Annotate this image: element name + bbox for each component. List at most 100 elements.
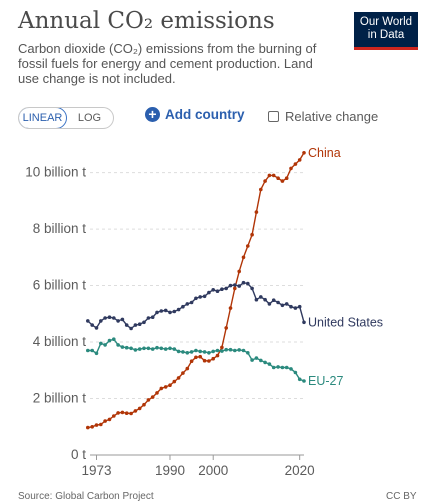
data-point bbox=[120, 345, 125, 349]
data-point bbox=[168, 310, 172, 315]
data-point bbox=[207, 351, 211, 355]
data-point bbox=[86, 425, 90, 430]
scale-toggle: LINEAR LOG bbox=[18, 107, 114, 129]
data-point bbox=[233, 286, 237, 291]
y-tick-label: 4 billion t bbox=[33, 334, 87, 349]
data-point bbox=[86, 319, 90, 323]
x-tick-label: 2000 bbox=[198, 463, 228, 478]
data-point bbox=[146, 316, 151, 320]
data-point bbox=[284, 302, 289, 306]
data-point bbox=[263, 179, 267, 183]
data-point bbox=[211, 356, 215, 361]
data-point bbox=[159, 309, 164, 313]
log-scale-button[interactable]: LOG bbox=[77, 112, 102, 124]
data-point bbox=[133, 409, 138, 413]
data-point bbox=[124, 323, 129, 327]
data-point bbox=[293, 162, 298, 166]
series-line bbox=[87, 338, 305, 382]
data-point bbox=[163, 347, 168, 351]
data-point bbox=[246, 281, 250, 286]
data-point bbox=[302, 151, 306, 155]
data-point bbox=[220, 349, 224, 353]
data-point bbox=[137, 322, 142, 327]
data-point bbox=[198, 354, 202, 359]
data-point bbox=[207, 359, 211, 363]
chart-subtitle: Carbon dioxide (CO₂) emissions from the … bbox=[18, 41, 317, 86]
data-point bbox=[185, 366, 190, 371]
data-point bbox=[137, 347, 142, 351]
data-point bbox=[86, 348, 90, 353]
data-point bbox=[181, 304, 185, 309]
data-point bbox=[194, 296, 198, 301]
data-point bbox=[124, 411, 129, 416]
data-point bbox=[155, 391, 159, 395]
linear-scale-button[interactable]: LINEAR bbox=[19, 108, 67, 128]
data-point bbox=[189, 300, 194, 305]
data-point bbox=[254, 356, 259, 360]
data-point bbox=[250, 286, 254, 291]
data-point bbox=[215, 353, 220, 358]
data-point bbox=[224, 286, 228, 291]
y-tick-label: 6 billion t bbox=[33, 278, 87, 293]
data-point bbox=[293, 306, 298, 310]
data-point bbox=[237, 269, 241, 274]
data-point bbox=[271, 173, 276, 178]
data-point bbox=[120, 317, 125, 322]
data-point bbox=[142, 402, 146, 407]
data-point bbox=[297, 304, 302, 309]
data-point bbox=[284, 365, 289, 370]
data-point bbox=[129, 411, 133, 416]
data-point bbox=[241, 255, 246, 260]
data-point bbox=[116, 343, 120, 347]
x-tick-label: 1973 bbox=[81, 463, 111, 478]
data-point bbox=[189, 350, 194, 354]
data-point bbox=[289, 304, 293, 309]
checkbox-icon[interactable] bbox=[268, 111, 279, 122]
data-point bbox=[94, 423, 99, 427]
data-point bbox=[155, 345, 159, 350]
data-point bbox=[198, 295, 202, 299]
data-point bbox=[280, 365, 285, 370]
owid-logo[interactable]: Our World in Data bbox=[354, 12, 418, 50]
data-point bbox=[94, 326, 99, 330]
data-point bbox=[185, 302, 190, 306]
data-point bbox=[259, 358, 263, 363]
data-point bbox=[271, 298, 276, 303]
data-point bbox=[233, 283, 237, 287]
data-point bbox=[90, 425, 94, 429]
data-point bbox=[112, 337, 116, 342]
data-point bbox=[202, 358, 207, 363]
data-point bbox=[172, 347, 177, 351]
data-point bbox=[176, 349, 181, 354]
data-point bbox=[107, 338, 112, 343]
data-point bbox=[159, 386, 164, 391]
relative-change-toggle[interactable]: Relative change bbox=[268, 109, 378, 124]
data-point bbox=[207, 290, 211, 295]
series-label: China bbox=[308, 146, 341, 160]
data-point bbox=[124, 345, 129, 350]
data-point bbox=[267, 302, 272, 306]
data-point bbox=[172, 309, 177, 314]
data-point bbox=[202, 294, 207, 299]
data-point bbox=[284, 176, 289, 180]
data-point bbox=[120, 410, 125, 415]
data-point bbox=[297, 158, 302, 162]
add-country-button[interactable]: + Add country bbox=[145, 107, 245, 122]
data-point bbox=[112, 414, 116, 418]
data-point bbox=[172, 379, 177, 384]
data-point bbox=[228, 283, 233, 288]
data-point bbox=[107, 417, 112, 422]
data-point bbox=[198, 349, 202, 354]
y-tick-label: 0 t bbox=[71, 447, 86, 462]
data-point bbox=[146, 398, 151, 402]
data-point bbox=[276, 300, 280, 305]
data-point bbox=[176, 307, 181, 312]
data-point bbox=[181, 350, 185, 354]
data-point bbox=[168, 383, 172, 388]
data-point bbox=[112, 316, 116, 320]
data-point bbox=[185, 351, 190, 355]
data-point bbox=[211, 288, 215, 292]
data-point bbox=[90, 323, 94, 327]
data-point bbox=[254, 297, 259, 302]
